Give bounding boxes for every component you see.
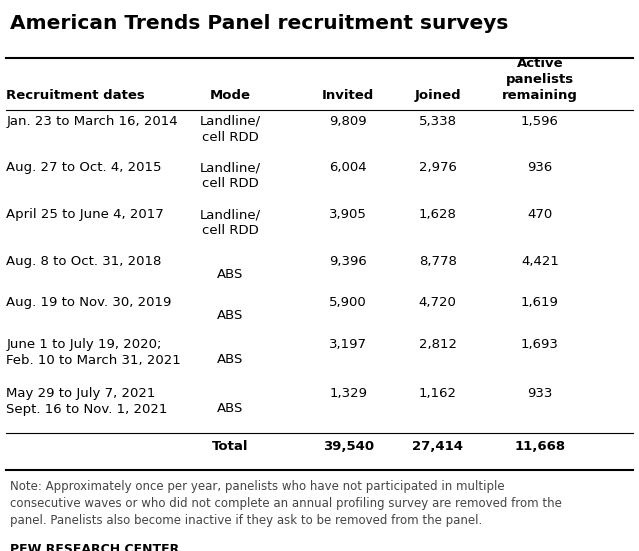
Text: 3,197: 3,197 (329, 338, 367, 351)
Text: Mode: Mode (210, 89, 250, 102)
Text: May 29 to July 7, 2021
Sept. 16 to Nov. 1, 2021: May 29 to July 7, 2021 Sept. 16 to Nov. … (6, 387, 168, 417)
Text: Aug. 8 to Oct. 31, 2018: Aug. 8 to Oct. 31, 2018 (6, 255, 162, 268)
Text: Jan. 23 to March 16, 2014: Jan. 23 to March 16, 2014 (6, 115, 178, 128)
Text: 933: 933 (527, 387, 553, 401)
Text: 4,421: 4,421 (521, 255, 559, 268)
Text: 1,162: 1,162 (419, 387, 457, 401)
Text: 470: 470 (527, 208, 553, 222)
Text: 1,329: 1,329 (329, 387, 367, 401)
Text: Note: Approximately once per year, panelists who have not participated in multip: Note: Approximately once per year, panel… (10, 480, 562, 527)
Text: 6,004: 6,004 (330, 161, 367, 175)
Text: ABS: ABS (217, 267, 243, 280)
Text: 27,414: 27,414 (412, 440, 463, 453)
Text: PEW RESEARCH CENTER: PEW RESEARCH CENTER (10, 543, 179, 551)
Text: 11,668: 11,668 (514, 440, 566, 453)
Text: 5,338: 5,338 (419, 115, 457, 128)
Text: Landline/
cell RDD: Landline/ cell RDD (199, 208, 261, 237)
Text: 2,812: 2,812 (419, 338, 457, 351)
Text: 1,619: 1,619 (521, 296, 559, 310)
Text: ABS: ABS (217, 309, 243, 322)
Text: Landline/
cell RDD: Landline/ cell RDD (199, 161, 261, 191)
Text: 3,905: 3,905 (329, 208, 367, 222)
Text: 1,693: 1,693 (521, 338, 559, 351)
Text: 8,778: 8,778 (419, 255, 457, 268)
Text: Active
panelists
remaining: Active panelists remaining (502, 57, 578, 102)
Text: June 1 to July 19, 2020;
Feb. 10 to March 31, 2021: June 1 to July 19, 2020; Feb. 10 to Marc… (6, 338, 181, 367)
Text: 2,976: 2,976 (419, 161, 457, 175)
Text: Aug. 27 to Oct. 4, 2015: Aug. 27 to Oct. 4, 2015 (6, 161, 162, 175)
Text: 4,720: 4,720 (419, 296, 457, 310)
Text: 1,596: 1,596 (521, 115, 559, 128)
Text: April 25 to June 4, 2017: April 25 to June 4, 2017 (6, 208, 164, 222)
Text: 9,809: 9,809 (330, 115, 367, 128)
Text: 1,628: 1,628 (419, 208, 457, 222)
Text: 39,540: 39,540 (323, 440, 374, 453)
Text: 9,396: 9,396 (329, 255, 367, 268)
Text: Aug. 19 to Nov. 30, 2019: Aug. 19 to Nov. 30, 2019 (6, 296, 172, 310)
Text: 5,900: 5,900 (329, 296, 367, 310)
Text: Total: Total (212, 440, 249, 453)
Text: Landline/
cell RDD: Landline/ cell RDD (199, 115, 261, 144)
Text: Invited: Invited (322, 89, 374, 102)
Text: ABS: ABS (217, 353, 243, 366)
Text: Joined: Joined (415, 89, 461, 102)
Text: Recruitment dates: Recruitment dates (6, 89, 145, 102)
Text: 936: 936 (527, 161, 553, 175)
Text: ABS: ABS (217, 402, 243, 415)
Text: American Trends Panel recruitment surveys: American Trends Panel recruitment survey… (10, 14, 508, 33)
